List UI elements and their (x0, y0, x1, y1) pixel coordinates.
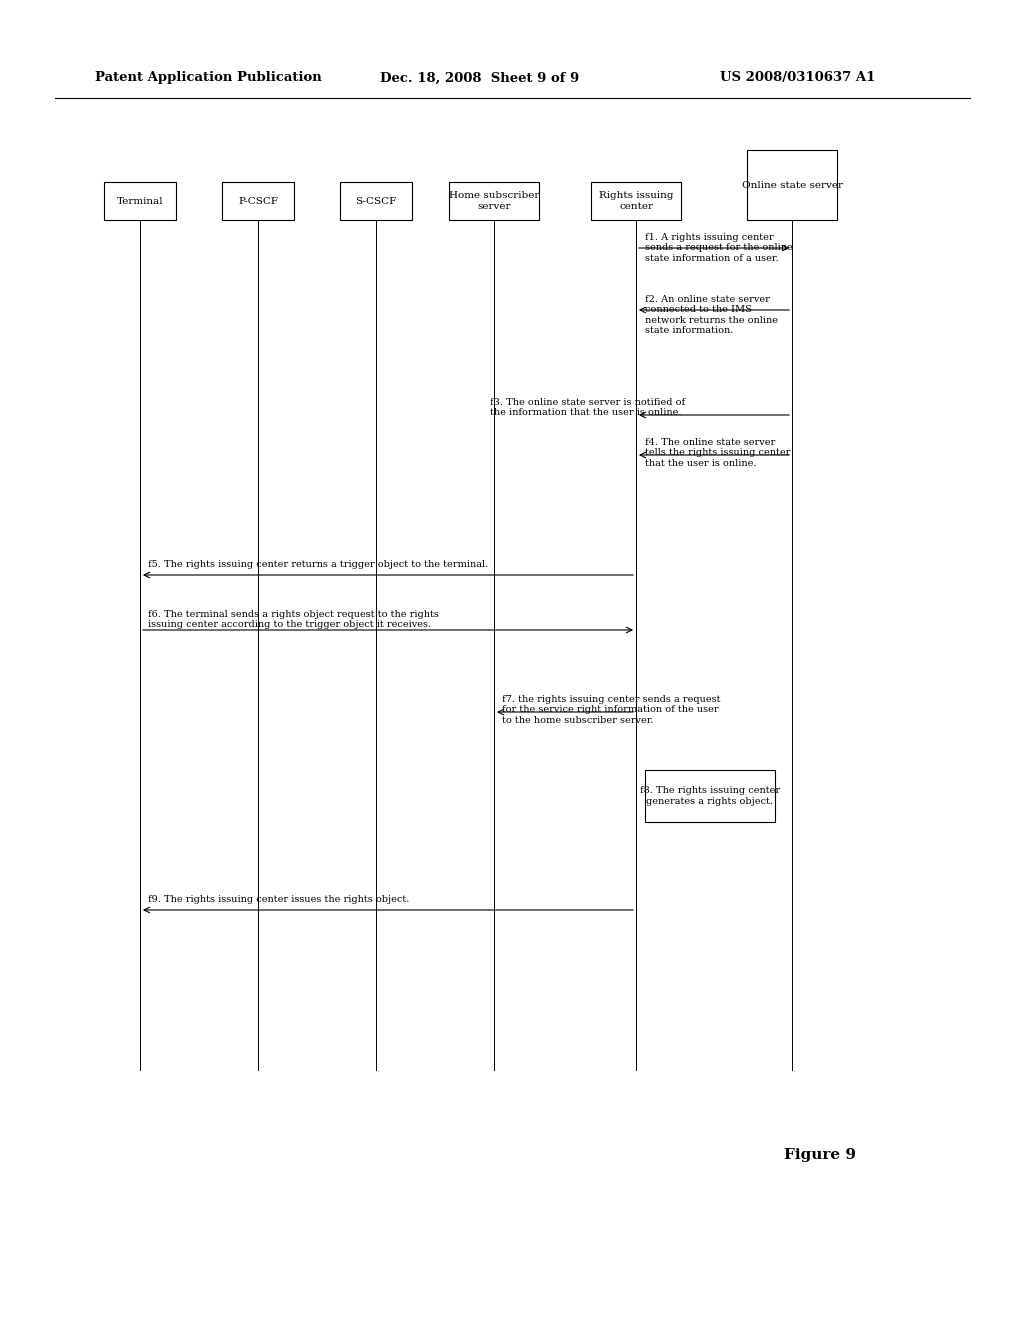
Bar (222, 182, 294, 220)
Text: Patent Application Publication: Patent Application Publication (95, 71, 322, 84)
Text: f5. The rights issuing center returns a trigger object to the terminal.: f5. The rights issuing center returns a … (148, 560, 488, 569)
Text: f3. The online state server is notified of
the information that the user is onli: f3. The online state server is notified … (490, 399, 685, 417)
Text: Figure 9: Figure 9 (784, 1148, 856, 1162)
Text: P-CSCF: P-CSCF (238, 197, 278, 206)
Text: f1. A rights issuing center
sends a request for the online
state information of : f1. A rights issuing center sends a requ… (645, 234, 793, 263)
Text: f7. the rights issuing center sends a request
for the service right information : f7. the rights issuing center sends a re… (502, 696, 721, 725)
Text: Dec. 18, 2008  Sheet 9 of 9: Dec. 18, 2008 Sheet 9 of 9 (380, 71, 580, 84)
Text: f6. The terminal sends a rights object request to the rights
issuing center acco: f6. The terminal sends a rights object r… (148, 610, 439, 630)
Bar (449, 182, 539, 220)
Text: Online state server: Online state server (741, 181, 843, 190)
Text: f8. The rights issuing center
generates a rights object.: f8. The rights issuing center generates … (640, 787, 780, 805)
Bar (645, 770, 775, 822)
Text: US 2008/0310637 A1: US 2008/0310637 A1 (720, 71, 876, 84)
Bar (746, 150, 837, 220)
Bar (104, 182, 176, 220)
Bar (340, 182, 412, 220)
Text: S-CSCF: S-CSCF (355, 197, 396, 206)
Text: f4. The online state server
tells the rights issuing center
that the user is onl: f4. The online state server tells the ri… (645, 438, 791, 467)
Bar (591, 182, 681, 220)
Text: f9. The rights issuing center issues the rights object.: f9. The rights issuing center issues the… (148, 895, 410, 904)
Text: Rights issuing
center: Rights issuing center (599, 191, 673, 211)
Text: Home subscriber
server: Home subscriber server (449, 191, 540, 211)
Text: Terminal: Terminal (117, 197, 163, 206)
Text: f2. An online state server
connected to the IMS
network returns the online
state: f2. An online state server connected to … (645, 294, 778, 335)
